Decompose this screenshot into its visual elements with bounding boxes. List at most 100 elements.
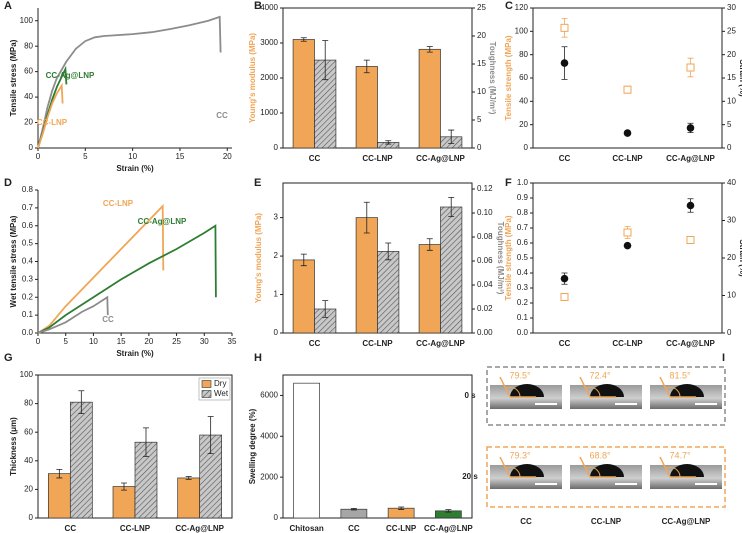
y2-axis-label: Strain (%) — [738, 239, 742, 277]
y2-tick-label: 40 — [727, 178, 736, 187]
droplet — [590, 384, 624, 397]
angle-arc — [585, 466, 601, 478]
x-tick-label: CC-Ag@LNP — [666, 339, 715, 348]
x-tick-label: 5 — [83, 152, 88, 161]
marker — [686, 63, 695, 72]
y-tick-label: 0 — [29, 513, 34, 522]
y-tick-label: 0.6 — [22, 221, 34, 230]
y2-tick-label: 25 — [477, 3, 486, 12]
error-bar — [448, 129, 455, 144]
curve — [37, 15, 222, 149]
x-tick-label: 35 — [228, 337, 237, 346]
y-tick-label: 2000 — [260, 472, 278, 481]
y-tick-label: 0.1 — [22, 310, 34, 319]
y-tick-label: 20 — [24, 485, 33, 494]
x-tick-label: Chitosan — [290, 524, 324, 533]
panel-label: F — [505, 177, 512, 189]
series-label: CC — [102, 315, 114, 324]
bar — [177, 477, 201, 519]
y-tick-label: 3 — [274, 213, 279, 222]
y2-tick-label: 20 — [727, 50, 736, 59]
curve — [37, 295, 109, 334]
y2-tick-label: 0.06 — [477, 256, 493, 265]
y-tick-label: 60 — [24, 427, 33, 436]
x-tick-label: CC-LNP — [612, 339, 643, 348]
bar — [292, 39, 315, 149]
x-axis-label: Strain (%) — [116, 349, 154, 358]
marker — [560, 59, 569, 67]
y2-tick-label: 0.04 — [477, 280, 493, 289]
angle-label: 81.5° — [669, 370, 691, 380]
y-tick-label: 20 — [519, 120, 528, 129]
x-tick-label: CC-LNP — [362, 339, 393, 348]
angle-lines — [499, 376, 536, 398]
y-tick-label: 0.4 — [22, 257, 34, 266]
y2-tick-label: 0 — [727, 328, 732, 337]
y2-tick-label: 20 — [477, 31, 486, 40]
scale-label: 1 mm — [670, 495, 690, 504]
y-tick-label: 0.7 — [517, 223, 529, 232]
y-tick-label: 0.8 — [517, 208, 529, 217]
scale-bar — [535, 403, 557, 405]
panel-label: H — [254, 352, 262, 364]
y-tick-label: 0 — [274, 513, 279, 522]
marker — [686, 201, 695, 210]
x-tick-label: CC-LNP — [362, 154, 393, 163]
marker — [560, 23, 569, 32]
angle-label: 74.7° — [669, 450, 691, 460]
angle-lines — [579, 456, 616, 478]
x-tick-label: 25 — [172, 337, 181, 346]
legend-swatch — [201, 380, 212, 388]
y-tick-label: 0.1 — [517, 313, 529, 322]
y-tick-label: 40 — [24, 456, 33, 465]
series-label: CC-LNP — [37, 118, 68, 127]
angle-arc — [665, 466, 681, 478]
bar — [355, 217, 378, 334]
y-tick-label: 80 — [24, 399, 33, 408]
legend-swatch — [201, 390, 212, 398]
x-tick-label: 15 — [117, 337, 126, 346]
y-axis-label: Wet tensile stress (MPa) — [9, 215, 18, 307]
x-tick-label: CC-Ag@LNP — [175, 524, 224, 533]
y2-tick-label: 0 — [477, 143, 482, 152]
y-axis-label: Tensile stress (MPa) — [9, 39, 18, 116]
y2-axis-label: Toughness (MJ/m³) — [488, 42, 497, 115]
panel-label: D — [4, 177, 12, 189]
x-tick-label: 15 — [175, 152, 184, 161]
x-tick-label: CC-LNP — [386, 524, 417, 533]
y-tick-label: 0 — [29, 143, 34, 152]
panel-label: A — [4, 0, 12, 12]
angle-label: 79.3° — [509, 450, 531, 460]
y-tick-label: 0.5 — [517, 253, 529, 262]
x-tick-label: CC-Ag@LNP — [416, 154, 465, 163]
y2-tick-label: 0.12 — [477, 184, 493, 193]
bar — [292, 259, 315, 334]
droplet — [670, 384, 704, 397]
x-tick-label: CC-LNP — [120, 524, 151, 533]
x-tick-label: CC — [309, 154, 321, 163]
bar — [377, 251, 400, 334]
series-label: CC-Ag@LNP — [138, 217, 187, 226]
bar — [355, 66, 378, 149]
curve — [37, 203, 165, 334]
bar — [112, 486, 136, 519]
y2-tick-label: 0 — [727, 143, 732, 152]
error-bar — [185, 476, 192, 480]
marker — [623, 129, 632, 137]
y-tick-label: 0.5 — [22, 239, 34, 248]
y2-tick-label: 30 — [727, 216, 736, 225]
frame — [486, 446, 726, 508]
x-axis-label: Strain (%) — [116, 164, 154, 173]
panel-label: I — [722, 352, 725, 364]
angle-lines — [579, 376, 616, 398]
time-label: 0 s — [464, 391, 476, 400]
y2-tick-label: 5 — [477, 115, 482, 124]
error-bar — [207, 416, 214, 455]
frame — [486, 366, 726, 426]
droplet — [510, 464, 544, 477]
marker — [560, 274, 569, 283]
y-tick-label: 80 — [519, 50, 528, 59]
y2-tick-label: 15 — [727, 73, 736, 82]
y-tick-label: 2000 — [260, 73, 278, 82]
